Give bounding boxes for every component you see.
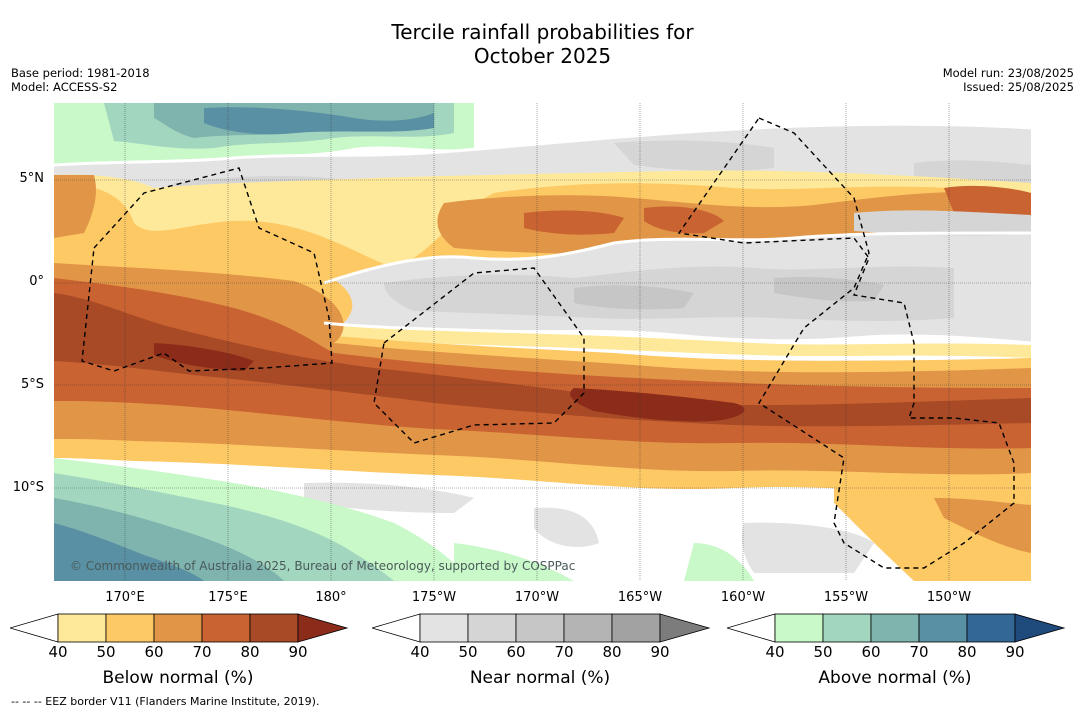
above-zone-south-far-east-b [684, 543, 754, 581]
near-zone-south-grey-c [742, 522, 874, 573]
cbar-above-ext-low [727, 613, 776, 643]
near-zone-north-50b [614, 140, 774, 171]
contour-line-eq-north [323, 231, 1031, 285]
colorbar-above-normal [727, 613, 1066, 643]
lon-label-165w: 165°W [617, 590, 663, 605]
cbar-above-tick: 40 [765, 643, 785, 661]
map-svg [54, 103, 1031, 581]
lat-label-0: 0° [29, 274, 44, 289]
eez-border-kiribati-gilberts [81, 167, 333, 372]
issued-date: Issued: 25/08/2025 [963, 80, 1074, 94]
cbar-near-seg-5 [611, 613, 661, 643]
cbar-below-seg-4 [201, 613, 251, 643]
cbar-near-title: Near normal (%) [469, 668, 611, 688]
lon-label-160w: 160°W [720, 590, 766, 605]
cbar-below-seg-3 [153, 613, 203, 643]
lon-label-155w: 155°W [823, 590, 869, 605]
lat-label-10s: 10°S [12, 480, 44, 495]
below-zone-west-60 [54, 175, 96, 238]
eez-border-line-islands [677, 117, 1015, 569]
near-zone-south-grey-b [534, 507, 599, 548]
cbar-below-ext-low [10, 613, 59, 643]
lon-label-170e: 170°E [105, 590, 145, 605]
above-zone-north-80 [204, 107, 434, 135]
above-zone-south-80 [54, 523, 204, 581]
colorbar-below-normal [10, 613, 349, 643]
cbar-near-seg-3 [515, 613, 565, 643]
meta-right: Model run: 23/08/2025 Issued: 25/08/2025 [943, 66, 1074, 94]
lon-label-170w: 170°W [514, 590, 560, 605]
cbar-near-seg-4 [563, 613, 613, 643]
lon-label-175w: 175°W [411, 590, 457, 605]
cbar-near-ext-high [659, 613, 711, 643]
cbar-below-tick: 80 [240, 643, 260, 661]
cbar-below-tick: 60 [144, 643, 164, 661]
lat-label-5s: 5°S [20, 377, 44, 392]
contour-line-north [54, 122, 1031, 167]
cbar-near-seg-1 [419, 613, 469, 643]
cbar-near-tick: 90 [650, 643, 670, 661]
cbar-above-seg-2 [822, 613, 872, 643]
model-name: Model: ACCESS-S2 [11, 80, 118, 94]
cbar-near-seg-2 [467, 613, 517, 643]
cbar-below-seg-2 [105, 613, 155, 643]
cbar-near-tick: 40 [410, 643, 430, 661]
near-zone-equator-60 [574, 285, 694, 310]
cbar-above-title: Above normal (%) [818, 668, 972, 688]
cbar-below-tick: 50 [96, 643, 116, 661]
cbar-above-tick: 70 [909, 643, 929, 661]
eez-border-phoenix [373, 267, 585, 444]
cbar-below-tick: 40 [48, 643, 68, 661]
cbar-near-tick: 50 [458, 643, 478, 661]
cbar-below-seg-1 [57, 613, 107, 643]
lon-label-175e: 175°E [208, 590, 248, 605]
colorbar-near-normal [372, 613, 711, 643]
lat-label-5n: 5°N [19, 171, 45, 186]
map-title: Tercile rainfall probabilities for Octob… [0, 20, 1085, 68]
cbar-above-seg-1 [774, 613, 824, 643]
cbar-near-tick: 60 [506, 643, 526, 661]
cbar-above-seg-3 [870, 613, 920, 643]
graticule [54, 103, 1031, 581]
below-zone-north-80b [644, 206, 724, 234]
near-zone-south-grey [304, 482, 474, 513]
base-period: Base period: 1981-2018 [11, 66, 150, 80]
cbar-below-title: Below normal (%) [102, 668, 254, 688]
cbar-near-tick: 80 [602, 643, 622, 661]
cbar-above-tick: 90 [1005, 643, 1025, 661]
cbar-above-ext-high [1014, 613, 1066, 643]
cbar-above-seg-4 [918, 613, 968, 643]
title-line-2: October 2025 [473, 44, 612, 68]
cbar-below-tick: 90 [288, 643, 308, 661]
below-zone-north-80a [524, 210, 624, 235]
copyright-notice: © Commonwealth of Australia 2025, Bureau… [70, 559, 576, 573]
near-zone-equator-50b [854, 210, 1031, 236]
above-zone-south-far-east [454, 543, 574, 581]
below-zone-south-max-b [154, 343, 254, 371]
cbar-above-seg-5 [966, 613, 1016, 643]
cbar-above-tick: 60 [861, 643, 881, 661]
eez-borders [81, 117, 1015, 569]
eez-legend-note: -- -- -- EEZ border V11 (Flanders Marine… [11, 695, 320, 708]
cbar-below-tick: 70 [192, 643, 212, 661]
lon-label-150w: 150°W [926, 590, 972, 605]
below-zone-south-east-60 [934, 498, 1031, 553]
meta-left: Base period: 1981-2018 Model: ACCESS-S2 [11, 66, 150, 94]
cbar-near-ext-low [372, 613, 421, 643]
below-zone-eq-50 [324, 323, 1031, 358]
model-run: Model run: 23/08/2025 [942, 66, 1074, 80]
cbar-below-seg-5 [249, 613, 299, 643]
cbar-below-ext-high [297, 613, 349, 643]
below-zone-south-max [570, 388, 745, 422]
cbar-near-tick: 70 [554, 643, 574, 661]
cbar-above-tick: 50 [813, 643, 833, 661]
title-line-1: Tercile rainfall probabilities for [391, 20, 694, 44]
lon-label-180: 180° [315, 590, 347, 605]
probability-map [54, 103, 1031, 581]
contour-line-eq-south [323, 321, 1031, 345]
cbar-above-tick: 80 [957, 643, 977, 661]
